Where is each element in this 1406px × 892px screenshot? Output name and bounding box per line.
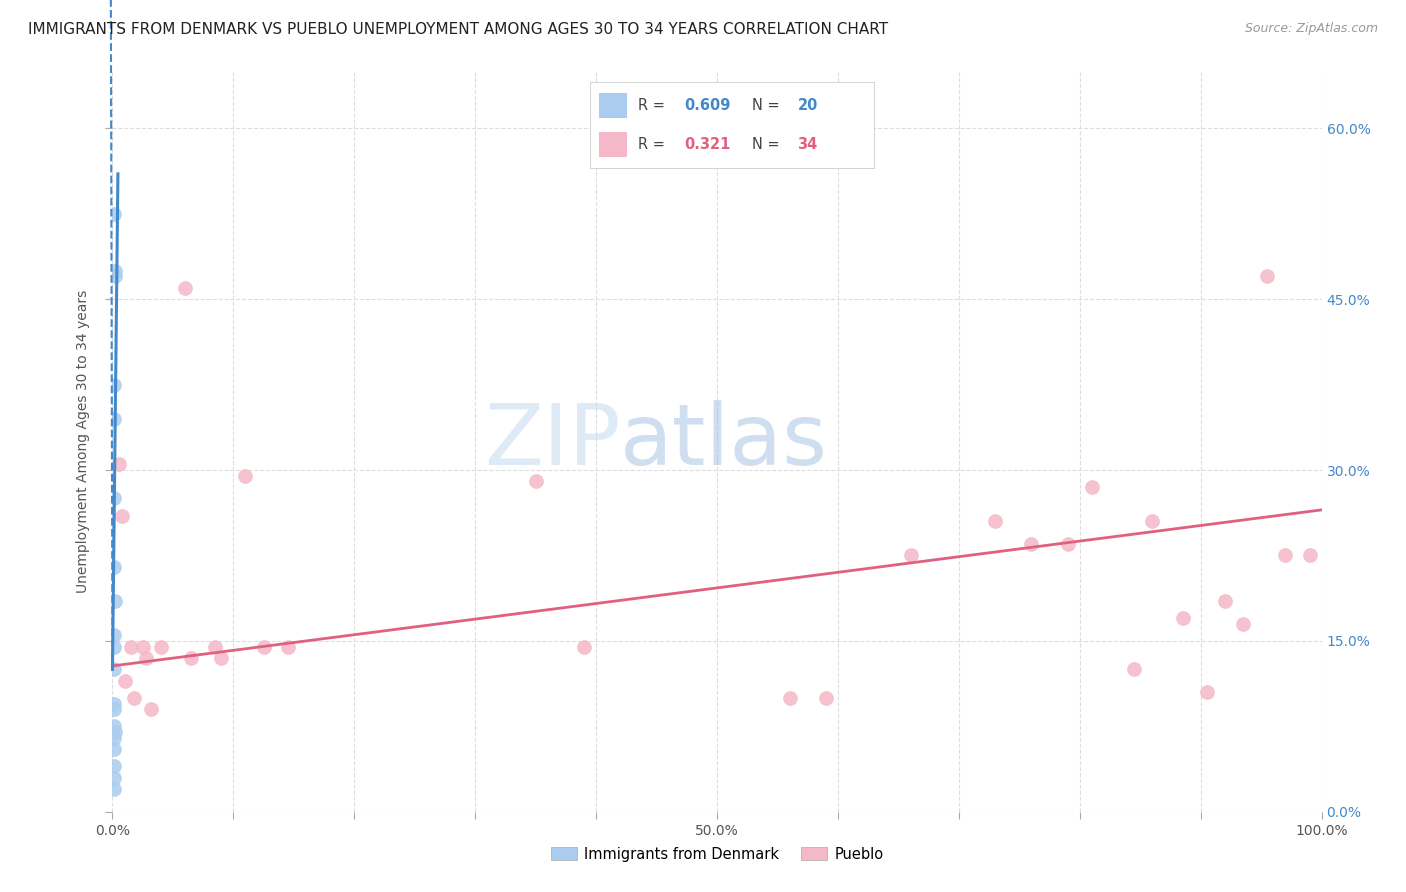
Point bbox=[1298, 549, 1320, 563]
Text: ZIP: ZIP bbox=[484, 400, 620, 483]
Point bbox=[1123, 662, 1146, 676]
Point bbox=[900, 549, 922, 563]
Point bbox=[103, 702, 125, 716]
Point bbox=[1195, 685, 1218, 699]
Point bbox=[779, 690, 801, 705]
Point bbox=[524, 475, 547, 489]
Point bbox=[103, 640, 125, 654]
Point bbox=[1213, 594, 1236, 608]
Y-axis label: Unemployment Among Ages 30 to 34 years: Unemployment Among Ages 30 to 34 years bbox=[76, 290, 90, 593]
Point bbox=[174, 281, 197, 295]
Legend: Immigrants from Denmark, Pueblo: Immigrants from Denmark, Pueblo bbox=[544, 840, 890, 867]
Point bbox=[132, 640, 155, 654]
Point bbox=[1171, 611, 1194, 625]
Point bbox=[1021, 537, 1043, 551]
Text: IMMIGRANTS FROM DENMARK VS PUEBLO UNEMPLOYMENT AMONG AGES 30 TO 34 YEARS CORRELA: IMMIGRANTS FROM DENMARK VS PUEBLO UNEMPL… bbox=[28, 22, 889, 37]
Point bbox=[204, 640, 226, 654]
Point bbox=[103, 411, 125, 425]
Point bbox=[235, 468, 257, 483]
Point bbox=[1256, 269, 1278, 284]
Point bbox=[103, 742, 125, 756]
Point bbox=[111, 508, 134, 523]
Point bbox=[103, 662, 125, 676]
Point bbox=[149, 640, 172, 654]
Point bbox=[180, 651, 202, 665]
Point bbox=[1274, 549, 1296, 563]
Point bbox=[253, 640, 276, 654]
Point bbox=[984, 514, 1007, 528]
Point bbox=[277, 640, 299, 654]
Text: atlas: atlas bbox=[620, 400, 828, 483]
Point bbox=[103, 719, 125, 733]
Point bbox=[103, 731, 125, 745]
Point bbox=[572, 640, 595, 654]
Point bbox=[1081, 480, 1104, 494]
Point bbox=[103, 559, 125, 574]
Point bbox=[1056, 537, 1078, 551]
Point bbox=[103, 771, 125, 785]
Point bbox=[104, 594, 127, 608]
Point bbox=[103, 697, 125, 711]
Point bbox=[209, 651, 232, 665]
Point bbox=[141, 702, 163, 716]
Point bbox=[120, 640, 142, 654]
Point bbox=[103, 781, 125, 796]
Point bbox=[122, 690, 145, 705]
Text: Source: ZipAtlas.com: Source: ZipAtlas.com bbox=[1244, 22, 1378, 36]
Point bbox=[103, 759, 125, 773]
Point bbox=[103, 628, 125, 642]
Point bbox=[107, 458, 129, 472]
Point bbox=[104, 269, 127, 284]
Point bbox=[103, 491, 125, 506]
Point bbox=[814, 690, 837, 705]
Point bbox=[103, 377, 125, 392]
Point bbox=[1142, 514, 1164, 528]
Point bbox=[104, 725, 127, 739]
Point bbox=[103, 207, 125, 221]
Point bbox=[114, 673, 136, 688]
Point bbox=[1232, 616, 1254, 631]
Point bbox=[135, 651, 157, 665]
Point bbox=[104, 263, 127, 277]
